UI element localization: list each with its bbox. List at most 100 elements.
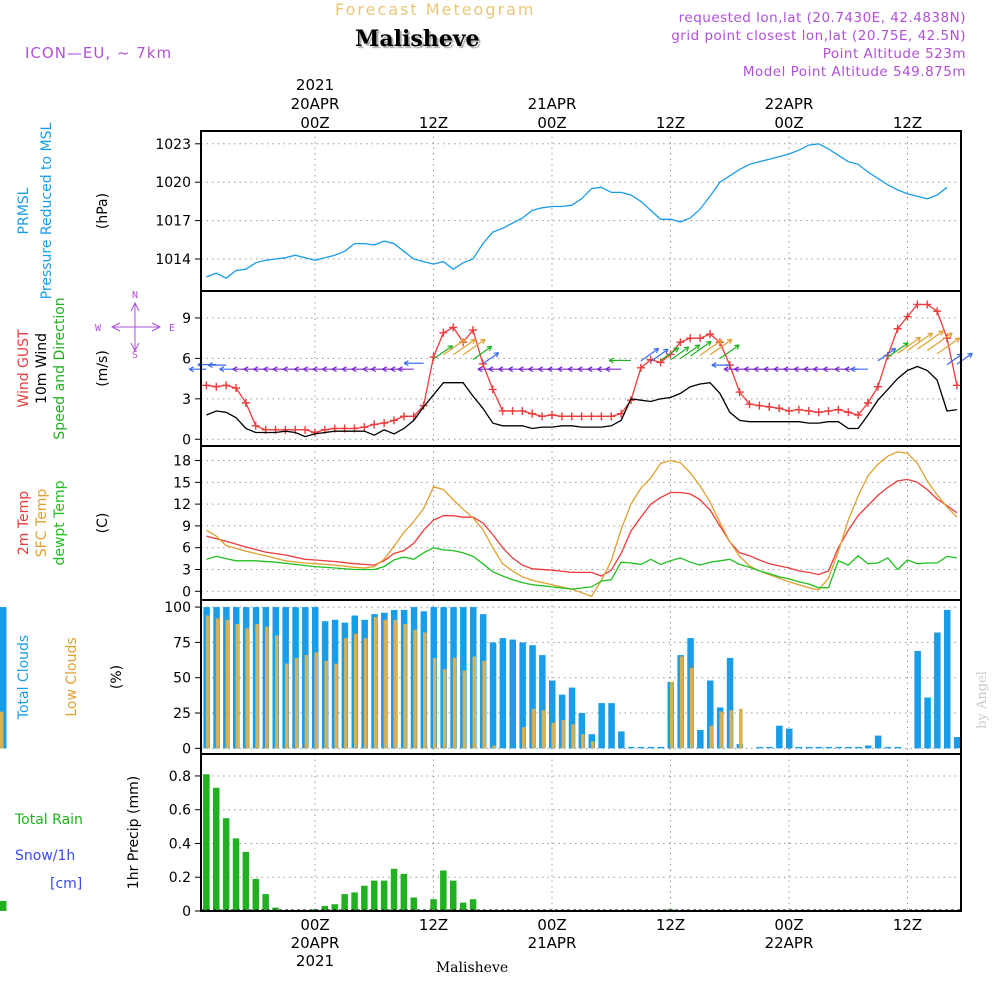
gust-marker xyxy=(745,400,754,409)
wind-arrowhead xyxy=(663,348,669,354)
gust-marker xyxy=(597,412,606,421)
y-tick-label: 0.6 xyxy=(169,803,191,819)
wind-arrow xyxy=(946,353,963,366)
series-line-pressure xyxy=(206,143,948,279)
bar-low-clouds xyxy=(215,618,220,749)
panel-label: Low Clouds xyxy=(64,637,80,716)
wind-arrowhead xyxy=(397,366,403,373)
wind-arrowhead xyxy=(486,345,493,352)
gust-marker xyxy=(557,412,566,421)
bar-total-rain xyxy=(203,774,210,911)
bar-low-clouds xyxy=(205,615,210,749)
bottom-time-label: 00Z xyxy=(300,916,329,934)
wind-arrowhead xyxy=(294,366,299,373)
bar-low-clouds xyxy=(344,638,348,749)
wind-arrowhead xyxy=(243,366,249,373)
wind-arrowhead xyxy=(653,347,660,354)
bar-low-clouds xyxy=(462,670,467,749)
wind-arrow xyxy=(719,344,740,360)
bar-low-clouds xyxy=(294,657,299,749)
bar-low-clouds xyxy=(433,657,437,749)
wind-arrowhead xyxy=(954,337,961,343)
panel-clouds: 0 25 50 75 100 Total Clouds Low Clouds (%) xyxy=(0,599,962,757)
bar-low-clouds xyxy=(472,656,476,749)
bar-total-clouds xyxy=(934,632,941,749)
requested-coords: requested lon,lat (20.7430E, 42.4838N) xyxy=(678,10,966,26)
wind-arrowhead xyxy=(577,366,583,373)
top-time-label: 21APR xyxy=(528,95,577,113)
bar-total-clouds xyxy=(499,638,507,749)
wind-arrowhead xyxy=(673,347,680,353)
bar-low-clouds xyxy=(719,711,723,749)
model-name: ICON—EU, ~ 7km xyxy=(25,44,173,62)
y-tick-label: 9 xyxy=(182,311,191,327)
gust-marker xyxy=(913,300,922,309)
bar-total-clouds xyxy=(953,737,961,749)
wind-arrowhead xyxy=(763,366,769,373)
y-tick-label: 100 xyxy=(164,600,191,616)
bar-total-clouds xyxy=(489,642,497,749)
wind-arrowhead xyxy=(967,352,973,359)
panel-wind: 0 3 6 9 N W E S Wind GUST 10m Wind Speed and Direc… xyxy=(16,290,973,448)
wind-arrow xyxy=(650,348,669,362)
wind-arrowhead xyxy=(947,332,953,338)
wind-arrowhead xyxy=(834,366,840,373)
panel-frame xyxy=(200,130,962,292)
y-tick-label: 0.4 xyxy=(169,836,191,852)
bottom-time-label: 20APR xyxy=(291,934,340,952)
panel-label: SFC Temp xyxy=(34,489,50,558)
bar-low-clouds xyxy=(324,660,328,749)
bar-total-clouds xyxy=(944,609,951,749)
top-time-label: 12Z xyxy=(893,114,922,132)
grid-point-coords: grid point closest lon,lat (20.75E, 42.5… xyxy=(671,28,966,44)
gust-marker xyxy=(518,406,527,415)
wind-arrow xyxy=(956,352,973,365)
panel-unit: (C) xyxy=(95,513,111,534)
bar-low-clouds xyxy=(393,619,397,749)
wind-arrow xyxy=(670,346,690,361)
wind-arrowhead xyxy=(716,339,723,345)
wind-arrowhead xyxy=(219,366,225,373)
bar-low-clouds xyxy=(423,632,427,749)
y-tick-label: 0 xyxy=(182,432,191,448)
bar-low-clouds xyxy=(235,624,239,749)
y-tick-label: 0 xyxy=(182,904,191,920)
bar-low-clouds xyxy=(265,626,269,749)
wind-arrowhead xyxy=(822,366,828,373)
bar-low-clouds xyxy=(255,624,259,749)
compass-rose-icon xyxy=(110,301,162,353)
bar-low-clouds xyxy=(403,624,407,749)
gust-marker xyxy=(775,404,784,413)
bar-low-clouds xyxy=(729,710,733,749)
wind-arrowhead xyxy=(783,366,789,373)
wind-arrowhead xyxy=(813,366,818,373)
wind-arrowhead xyxy=(498,366,504,373)
wind-arrow xyxy=(926,332,953,351)
bar-total-rain xyxy=(321,905,329,911)
bar-total-rain xyxy=(232,838,240,911)
gust-marker xyxy=(636,363,645,372)
gust-marker xyxy=(587,412,596,421)
wind-arrowhead xyxy=(734,366,739,373)
bottom-time-label: 12Z xyxy=(656,916,685,934)
wind-arrowhead xyxy=(518,366,524,373)
wind-arrow xyxy=(709,338,733,356)
gust-marker xyxy=(449,323,458,332)
wind-arrow xyxy=(433,345,453,360)
gust-marker xyxy=(370,420,379,429)
wind-arrowhead xyxy=(341,366,347,373)
gust-marker xyxy=(498,406,507,415)
wind-arrowhead xyxy=(390,366,396,373)
bottom-time-label: 22APR xyxy=(765,934,814,952)
gust-marker xyxy=(804,406,813,415)
gust-marker xyxy=(419,401,428,410)
series-line-dewpt-temp xyxy=(206,547,957,590)
bar-total-rain xyxy=(262,894,269,911)
bar-total-rain xyxy=(371,880,378,911)
top-time-label: 00Z xyxy=(774,114,803,132)
bar-total-rain xyxy=(213,787,220,911)
series-line-2m-temp xyxy=(206,478,958,577)
wind-arrowhead xyxy=(470,338,476,345)
bar-total-rain xyxy=(351,892,358,911)
panel-unit: (%) xyxy=(109,665,125,689)
